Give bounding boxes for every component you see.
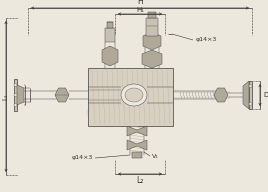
Polygon shape <box>55 88 69 102</box>
Polygon shape <box>142 50 162 68</box>
Text: 021-52914477: 021-52914477 <box>85 109 151 118</box>
Polygon shape <box>17 85 24 105</box>
Bar <box>88 68 173 126</box>
Ellipse shape <box>125 88 143 102</box>
Bar <box>146 18 158 36</box>
Text: D₀: D₀ <box>263 92 268 98</box>
Polygon shape <box>143 32 161 50</box>
Circle shape <box>249 84 252 88</box>
Polygon shape <box>243 81 249 109</box>
Circle shape <box>249 103 252 105</box>
Ellipse shape <box>121 84 147 106</box>
Text: V₁: V₁ <box>152 153 159 159</box>
Bar <box>107 22 113 28</box>
Bar <box>148 12 156 18</box>
Text: φ14×3: φ14×3 <box>72 156 93 161</box>
Bar <box>105 28 115 42</box>
Circle shape <box>14 84 17 87</box>
Polygon shape <box>14 79 17 111</box>
Polygon shape <box>214 88 228 102</box>
Polygon shape <box>249 81 252 109</box>
Polygon shape <box>102 46 118 66</box>
Circle shape <box>14 103 17 107</box>
Text: H₁: H₁ <box>136 7 144 12</box>
Bar <box>132 152 142 158</box>
Text: H: H <box>137 0 143 7</box>
Text: L₂: L₂ <box>136 176 144 185</box>
Polygon shape <box>127 140 147 150</box>
Text: φ14×3: φ14×3 <box>196 37 217 42</box>
Text: ENNDE: ENNDE <box>95 87 165 105</box>
Circle shape <box>14 94 17 97</box>
Text: L₁: L₁ <box>2 94 8 100</box>
Polygon shape <box>127 126 147 136</box>
